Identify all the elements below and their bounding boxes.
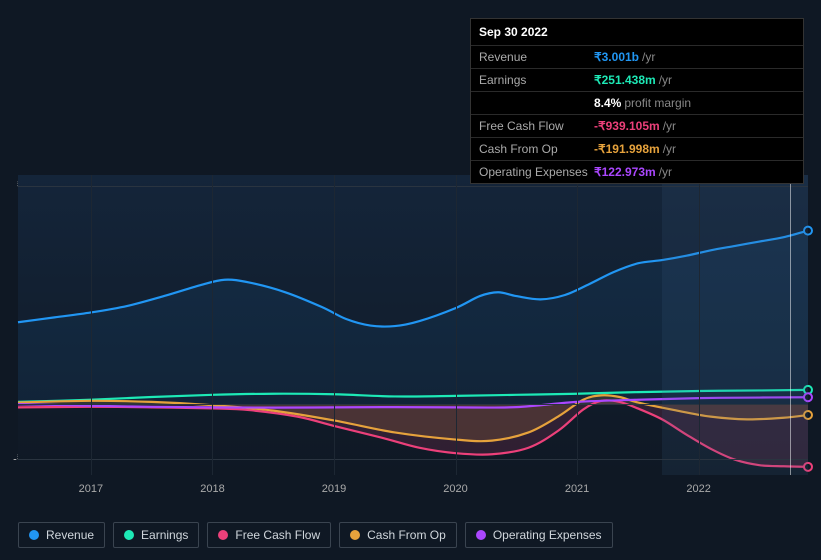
gridline bbox=[18, 186, 808, 187]
legend-swatch bbox=[476, 530, 486, 540]
gridline bbox=[18, 459, 808, 460]
tooltip-suffix: /yr bbox=[659, 73, 672, 87]
legend-item-opex[interactable]: Operating Expenses bbox=[465, 522, 613, 548]
x-axis-tick-label: 2018 bbox=[200, 483, 224, 495]
x-axis-tick-label: 2022 bbox=[686, 483, 710, 495]
legend-label: Free Cash Flow bbox=[235, 528, 320, 542]
tooltip-label: Free Cash Flow bbox=[479, 119, 594, 133]
gridline bbox=[18, 404, 808, 405]
tooltip-suffix: /yr bbox=[663, 119, 676, 133]
legend-label: Cash From Op bbox=[367, 528, 446, 542]
x-axis-tick-label: 2017 bbox=[79, 483, 103, 495]
financials-chart: ₹4b₹0-₹1b 201720182019202020212022 bbox=[0, 155, 821, 515]
vgridline bbox=[699, 175, 700, 475]
tooltip-row: Revenue₹3.001b/yr bbox=[471, 46, 803, 69]
tooltip-row: Cash From Op-₹191.998m/yr bbox=[471, 138, 803, 161]
tooltip-row: Free Cash Flow-₹939.105m/yr bbox=[471, 115, 803, 138]
legend-swatch bbox=[29, 530, 39, 540]
tooltip-sub-label: profit margin bbox=[624, 96, 691, 110]
legend-swatch bbox=[124, 530, 134, 540]
tooltip-suffix: /yr bbox=[659, 165, 672, 179]
legend-item-earnings[interactable]: Earnings bbox=[113, 522, 199, 548]
chart-legend: Revenue Earnings Free Cash Flow Cash From O… bbox=[18, 522, 613, 548]
tooltip-value: ₹3.001b bbox=[594, 50, 639, 64]
tooltip-value: -₹939.105m bbox=[594, 119, 660, 133]
tooltip-suffix: /yr bbox=[642, 50, 655, 64]
tooltip-label: Earnings bbox=[479, 73, 594, 87]
x-axis-tick-label: 2019 bbox=[322, 483, 346, 495]
tooltip-sub-value: 8.4% bbox=[594, 96, 621, 110]
tooltip-date: Sep 30 2022 bbox=[471, 19, 803, 46]
tooltip-subrow: 8.4%profit margin bbox=[471, 92, 803, 115]
legend-item-fcf[interactable]: Free Cash Flow bbox=[207, 522, 331, 548]
vgridline bbox=[334, 175, 335, 475]
tooltip-value: ₹251.438m bbox=[594, 73, 656, 87]
x-axis-tick-label: 2020 bbox=[443, 483, 467, 495]
legend-item-cfo[interactable]: Cash From Op bbox=[339, 522, 457, 548]
tooltip-label: Cash From Op bbox=[479, 142, 594, 156]
tooltip-value: ₹122.973m bbox=[594, 165, 656, 179]
tooltip-suffix: /yr bbox=[663, 142, 676, 156]
legend-label: Revenue bbox=[46, 528, 94, 542]
legend-label: Earnings bbox=[141, 528, 188, 542]
legend-swatch bbox=[350, 530, 360, 540]
tooltip-label: Revenue bbox=[479, 50, 594, 64]
vgridline bbox=[91, 175, 92, 475]
vgridline bbox=[577, 175, 578, 475]
forecast-band bbox=[662, 175, 808, 475]
legend-label: Operating Expenses bbox=[493, 528, 602, 542]
legend-item-revenue[interactable]: Revenue bbox=[18, 522, 105, 548]
tooltip-value: -₹191.998m bbox=[594, 142, 660, 156]
vgridline bbox=[212, 175, 213, 475]
vgridline bbox=[456, 175, 457, 475]
tooltip-label: Operating Expenses bbox=[479, 165, 594, 179]
legend-swatch bbox=[218, 530, 228, 540]
tooltip-row: Earnings₹251.438m/yr bbox=[471, 69, 803, 92]
plot-area bbox=[18, 175, 808, 475]
tooltip-row: Operating Expenses₹122.973m/yr bbox=[471, 161, 803, 183]
chart-tooltip: Sep 30 2022 Revenue₹3.001b/yrEarnings₹25… bbox=[470, 18, 804, 184]
hover-marker-line bbox=[790, 175, 791, 475]
x-axis-tick-label: 2021 bbox=[565, 483, 589, 495]
